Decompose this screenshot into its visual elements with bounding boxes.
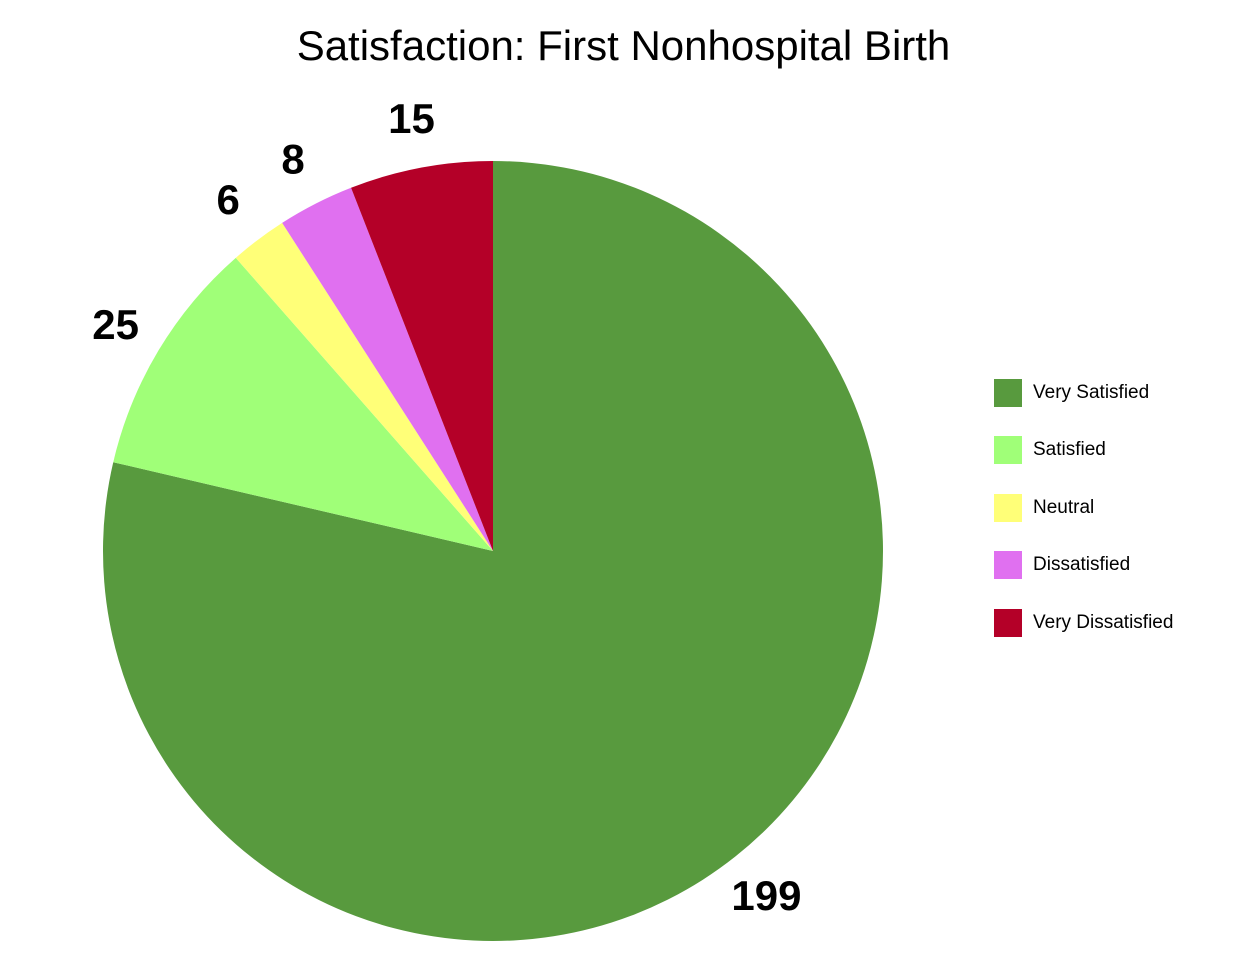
legend-item: Very Satisfied [994, 358, 1173, 416]
data-label: 6 [217, 176, 240, 223]
legend-swatch [994, 551, 1022, 580]
legend-item: Dissatisfied [994, 531, 1173, 589]
data-label: 15 [388, 95, 435, 142]
legend-label: Very Dissatisfied [1033, 611, 1174, 633]
legend-item: Very Dissatisfied [994, 588, 1173, 646]
legend-label: Very Satisfied [1033, 381, 1150, 403]
legend-swatch [994, 608, 1022, 637]
legend-swatch [994, 378, 1022, 407]
pie-slice-dissatisfied [282, 187, 493, 551]
legend-swatch [994, 436, 1022, 465]
data-label: 8 [281, 136, 304, 183]
legend-label: Neutral [1033, 496, 1095, 518]
legend-item: Satisfied [994, 416, 1173, 474]
legend-label: Satisfied [1033, 439, 1106, 461]
chart-title: Satisfaction: First Nonhospital Birth [296, 22, 951, 69]
pie-slice-very-dissatisfied [351, 161, 493, 551]
legend-swatch [994, 493, 1022, 522]
legend-label: Dissatisfied [1033, 554, 1131, 576]
legend-item: Neutral [994, 473, 1173, 531]
pie-slice-satisfied [113, 257, 493, 551]
data-label: 25 [92, 301, 139, 348]
legend: Very Satisfied Satisfied Neutral Dissatisfi… [994, 358, 1173, 646]
data-label: 199 [731, 872, 801, 919]
pie-slice-neutral [235, 222, 493, 551]
